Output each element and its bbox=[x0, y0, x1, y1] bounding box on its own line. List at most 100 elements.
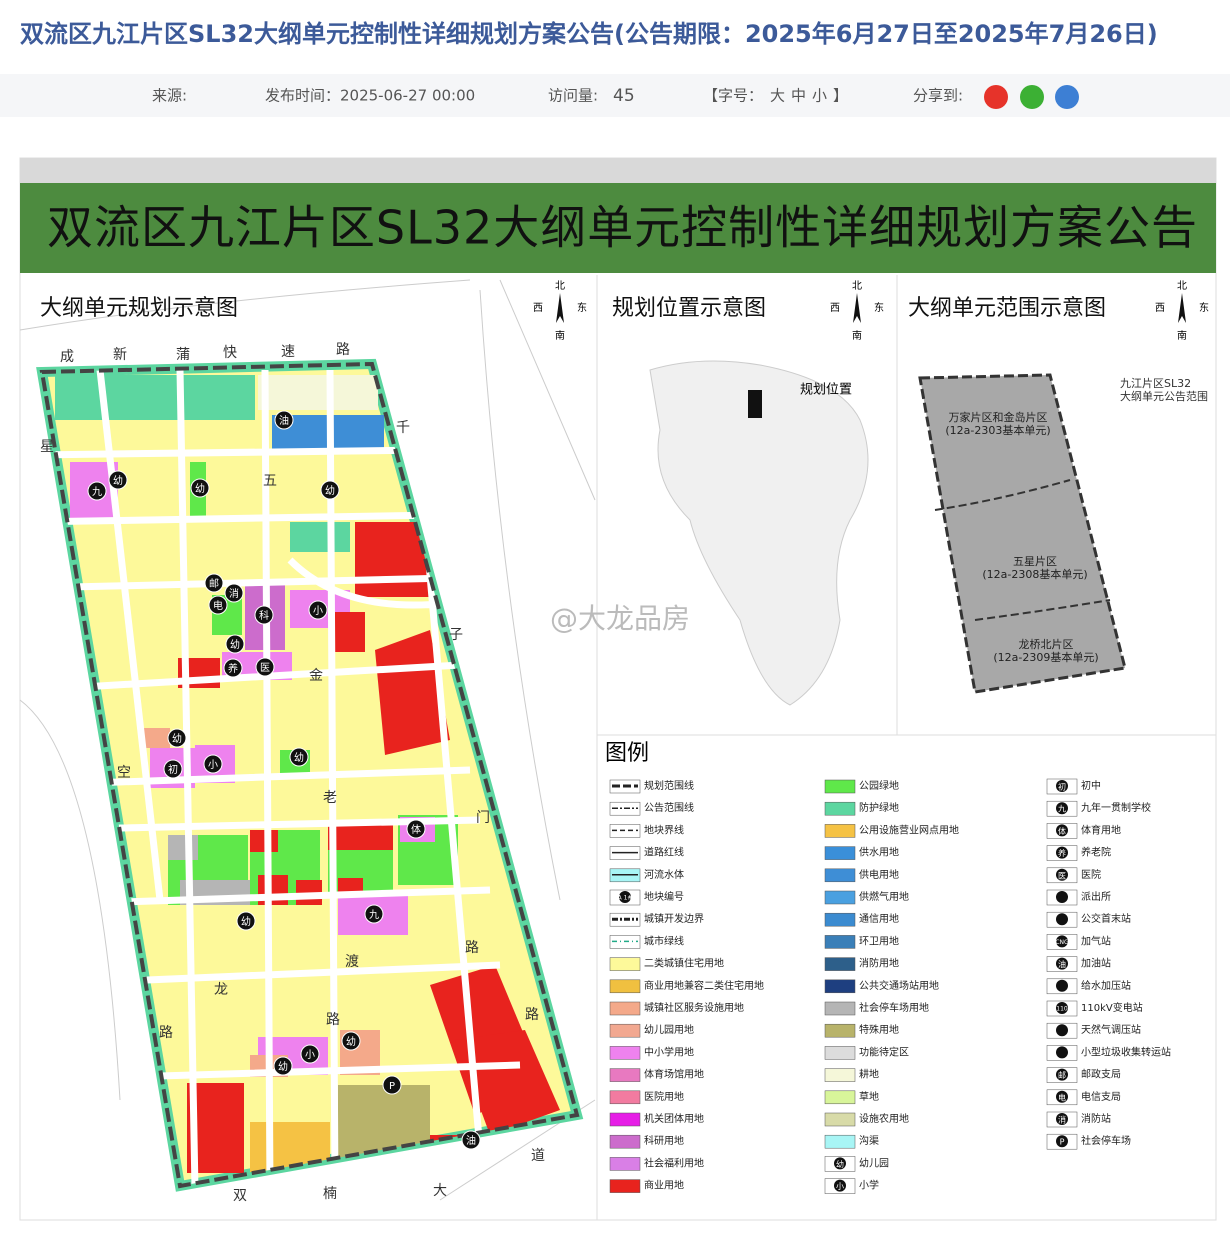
legend-label: 幼儿园用地 bbox=[644, 1023, 694, 1036]
road-label: 门 bbox=[476, 810, 490, 826]
road-label: 路 bbox=[525, 1007, 539, 1023]
road-label: 路 bbox=[326, 1012, 340, 1028]
legend-title: 图例 bbox=[605, 741, 649, 766]
facility-icon bbox=[108, 470, 128, 490]
legend-label: 派出所 bbox=[1081, 890, 1111, 903]
legend-label: 沟渠 bbox=[859, 1134, 879, 1147]
facility-icon bbox=[300, 1044, 320, 1064]
legend-swatch bbox=[609, 1090, 641, 1105]
panel-title: 大纲单元范围示意图 bbox=[908, 296, 1106, 321]
legend-icon bbox=[1056, 935, 1068, 948]
legend-icon-label: 消 bbox=[1058, 1115, 1066, 1125]
legend-label: 初中 bbox=[1081, 779, 1101, 792]
road-label: 龙 bbox=[214, 982, 228, 998]
banner bbox=[20, 183, 1216, 273]
legend-icon bbox=[1056, 891, 1068, 903]
legend-swatch bbox=[824, 957, 856, 971]
legend-swatch bbox=[609, 1157, 641, 1171]
legend-icon-label: A 1# bbox=[618, 895, 633, 902]
source: 来源: bbox=[152, 87, 187, 105]
legend-swatch bbox=[609, 1001, 641, 1016]
road-label: 子 bbox=[449, 627, 463, 643]
legend-label: 幼儿园 bbox=[859, 1156, 889, 1169]
legend-label: 110kV变电站 bbox=[1081, 1001, 1143, 1014]
legend-icon bbox=[1056, 1135, 1068, 1148]
facility-icon-label: 幼 bbox=[278, 1060, 288, 1073]
legend-icon bbox=[1056, 979, 1068, 992]
facility-icon-label: 邮 bbox=[209, 577, 219, 590]
font-size-option[interactable]: 中 bbox=[791, 87, 806, 105]
legend-label: 特殊用地 bbox=[859, 1023, 899, 1036]
legend-swatch bbox=[609, 1112, 641, 1127]
road-label: 新 bbox=[113, 347, 127, 363]
legend-icon bbox=[1056, 957, 1068, 970]
road-label: 金 bbox=[309, 668, 323, 684]
facility-icon bbox=[364, 904, 384, 924]
legend-icon bbox=[1056, 913, 1068, 926]
facility-icon-label: 幼 bbox=[230, 638, 240, 651]
legend-swatch bbox=[609, 1046, 641, 1060]
facility-icon-label: P bbox=[389, 1081, 395, 1092]
legend-label: 供电用地 bbox=[859, 868, 899, 881]
legend-icon bbox=[1056, 846, 1068, 859]
facility-icon bbox=[163, 759, 183, 779]
legend-swatch bbox=[609, 1134, 641, 1149]
legend-label: 社会停车场 bbox=[1081, 1134, 1131, 1147]
context-roads bbox=[19, 279, 596, 1201]
share-qzone[interactable] bbox=[1055, 85, 1079, 109]
legend-icon-label: 养 bbox=[1058, 848, 1066, 858]
views: 45 bbox=[613, 86, 635, 106]
road-label: 空 bbox=[117, 765, 131, 781]
share-wechat[interactable] bbox=[1020, 85, 1044, 109]
legend-label: 体育用地 bbox=[1081, 823, 1121, 836]
road-label: 千 bbox=[396, 420, 410, 436]
legend-icon bbox=[1056, 1113, 1068, 1125]
road-label: 路 bbox=[465, 940, 479, 956]
legend-label: 商业用地 bbox=[644, 1179, 684, 1192]
legend-icon-label: 初 bbox=[1058, 782, 1066, 792]
facility-icon bbox=[274, 410, 294, 430]
compass-label: 北 bbox=[852, 280, 862, 292]
legend-swatch bbox=[824, 846, 856, 860]
legend-icon bbox=[1056, 802, 1068, 815]
panel-title: 规划位置示意图 bbox=[612, 296, 766, 321]
legend-label: 城市绿线 bbox=[644, 934, 684, 947]
facility-icon bbox=[167, 728, 187, 748]
facility-icon bbox=[190, 478, 210, 498]
font-size-option[interactable]: 小 bbox=[812, 87, 827, 105]
road-label: 成 bbox=[60, 349, 74, 365]
scope-label: 大纲单元公告范围 bbox=[1120, 389, 1208, 403]
road-label: 路 bbox=[336, 342, 350, 358]
share-weibo[interactable] bbox=[984, 85, 1008, 109]
legend-label: 养老院 bbox=[1081, 846, 1111, 859]
legend-swatch bbox=[824, 1023, 856, 1038]
facility-icon bbox=[320, 480, 340, 500]
facility-icon bbox=[461, 1130, 481, 1150]
legend-swatch bbox=[824, 1001, 856, 1016]
legend-label: 体育场馆用地 bbox=[644, 1068, 704, 1081]
share-label: 分享到: bbox=[913, 87, 963, 105]
legend-label: 公告范围线 bbox=[644, 801, 694, 814]
road-label: 渡 bbox=[345, 954, 359, 970]
facility-icon-label: 电 bbox=[213, 599, 223, 612]
font-size-label: 【字号： bbox=[703, 87, 763, 105]
legend-swatch bbox=[824, 1068, 856, 1082]
road-label: 老 bbox=[323, 790, 337, 806]
legend-label: 防护绿地 bbox=[859, 801, 899, 814]
legend-icon-label: 油 bbox=[1058, 959, 1066, 969]
font-size-option[interactable]: 大 bbox=[770, 87, 785, 105]
legend-swatch bbox=[824, 824, 856, 838]
font-size-close: 】 bbox=[833, 87, 848, 105]
compass-label: 东 bbox=[577, 301, 587, 314]
road-label: 大 bbox=[433, 1183, 447, 1199]
road-label: 速 bbox=[281, 344, 295, 360]
legend-swatch bbox=[824, 935, 856, 949]
legend-label: 公用设施营业网点用地 bbox=[859, 823, 959, 836]
plan-boundary bbox=[39, 361, 580, 1189]
legend-icon-label: 邮 bbox=[1058, 1070, 1066, 1080]
facility-icon-label: 幼 bbox=[113, 474, 123, 487]
compass-label: 西 bbox=[830, 303, 840, 314]
road-label: 道 bbox=[531, 1148, 545, 1164]
legend-icon-label: 电 bbox=[1058, 1092, 1066, 1102]
compass-label: 东 bbox=[1199, 301, 1209, 314]
